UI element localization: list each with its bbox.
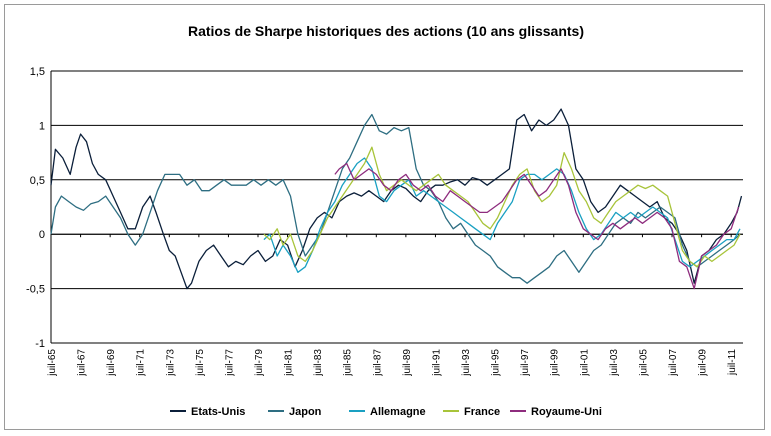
series-lines — [50, 108, 743, 290]
x-tick-label: juil-65 — [47, 349, 58, 377]
legend-label: Etats-Unis — [191, 406, 245, 418]
x-tick-label: juil-77 — [224, 349, 235, 377]
x-tick-label: juil-89 — [402, 349, 413, 377]
x-tick-label: juil-87 — [372, 349, 383, 377]
series-line-allemagne — [263, 157, 741, 273]
x-tick-label: juil-03 — [609, 349, 620, 377]
x-tick-label: juil-99 — [550, 349, 561, 377]
y-axis: 1,5 1 0,5 0 -0,5 -1 — [26, 66, 52, 350]
legend-item-allemagne: Allemagne — [349, 406, 426, 418]
y-tick-label: 0 — [39, 229, 45, 241]
x-tick-label: juil-11 — [727, 349, 738, 376]
x-tick-label: juil-75 — [195, 349, 206, 377]
x-tick-label: juil-71 — [136, 349, 147, 377]
series-line-japon — [50, 113, 741, 284]
legend-label: Allemagne — [370, 406, 426, 418]
series-line-etats-unis — [50, 108, 743, 290]
x-tick-label: juil-85 — [343, 349, 354, 377]
y-tick-label: -1 — [35, 338, 45, 350]
chart-title: Ratios de Sharpe historiques des actions… — [188, 23, 584, 39]
x-tick-label: juil-91 — [431, 349, 442, 377]
series-line-royaume-uni — [334, 162, 740, 290]
legend-label: Royaume-Uni — [531, 406, 602, 418]
legend-item-japon: Japon — [268, 406, 322, 418]
x-tick-label: juil-69 — [106, 349, 117, 377]
legend-item-france: France — [443, 406, 500, 418]
y-tick-label: -0,5 — [26, 284, 45, 296]
x-tick-label: juil-95 — [491, 349, 502, 377]
x-tick-label: juil-01 — [579, 349, 590, 377]
y-tick-label: 0,5 — [30, 175, 45, 187]
legend-item-royaume-uni: Royaume-Uni — [510, 406, 602, 418]
x-tick-label: juil-81 — [284, 349, 295, 377]
x-axis: juil-65 juil-67 juil-69 juil-71 juil-73 juil-… — [47, 233, 743, 377]
legend-label: Japon — [289, 406, 322, 418]
x-tick-label: juil-07 — [668, 349, 679, 377]
grid-lines — [51, 70, 743, 344]
x-tick-label: juil-73 — [165, 349, 176, 377]
x-tick-label: juil-09 — [698, 349, 709, 377]
series-line-france — [263, 146, 741, 268]
x-tick-label: juil-83 — [313, 349, 324, 377]
legend-item-etats-unis: Etats-Unis — [170, 406, 245, 418]
x-tick-label: juil-79 — [254, 349, 265, 377]
x-tick-label: juil-67 — [77, 349, 88, 377]
x-tick-label: juil-97 — [520, 349, 531, 377]
y-tick-label: 1 — [39, 120, 45, 132]
legend-label: France — [464, 406, 500, 418]
x-tick-label: juil-05 — [638, 349, 649, 377]
legend: Etats-Unis Japon Allemagne France Royaume-Un… — [170, 406, 602, 418]
x-tick-label: juil-93 — [461, 349, 472, 377]
y-tick-label: 1,5 — [30, 66, 45, 78]
